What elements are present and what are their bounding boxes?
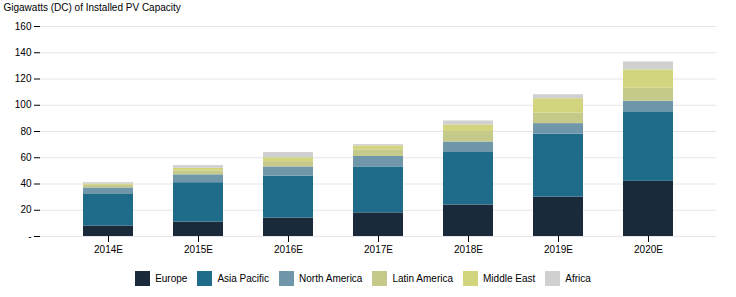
html-text:Middle East: Middle East <box>483 273 536 284</box>
svg-text:2019E: 2019E <box>544 244 573 255</box>
svg-text:120: 120 <box>15 73 32 84</box>
svg-text:100: 100 <box>15 99 32 110</box>
svg-text:20: 20 <box>20 204 32 215</box>
svg-text:2016E: 2016E <box>274 244 303 255</box>
svg-text:80: 80 <box>20 126 32 137</box>
html-text:North America: North America <box>299 273 363 284</box>
svg-text:160: 160 <box>15 21 32 32</box>
svg-text:-: - <box>28 231 31 242</box>
html-text:Asia Pacific: Asia Pacific <box>217 273 270 284</box>
svg-text:60: 60 <box>20 152 32 163</box>
svg-text:140: 140 <box>15 47 32 58</box>
html-text:Latin America: Latin America <box>392 273 453 284</box>
svg-text:2020E: 2020E <box>634 244 663 255</box>
html-text:Europe: Europe <box>155 273 188 284</box>
svg-text:2017E: 2017E <box>364 244 393 255</box>
svg-text:40: 40 <box>20 178 32 189</box>
svg-text:2015E: 2015E <box>184 244 213 255</box>
svg-text:Gigawatts (DC) of Installed PV: Gigawatts (DC) of Installed PV Capacity <box>4 2 181 13</box>
svg-text:2018E: 2018E <box>454 244 483 255</box>
svg-text:2014E: 2014E <box>94 244 123 255</box>
html-text:Africa: Africa <box>565 273 591 284</box>
